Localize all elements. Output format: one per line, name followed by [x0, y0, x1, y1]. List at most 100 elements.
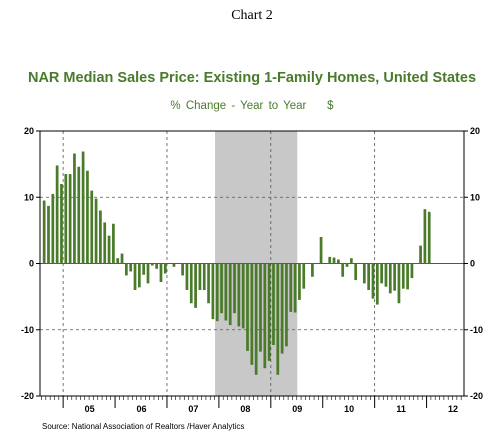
bar	[354, 263, 358, 281]
bar	[107, 235, 111, 264]
bars-layer	[42, 151, 431, 375]
bar	[42, 200, 46, 264]
bar	[81, 151, 85, 264]
x-tick-label: 06	[137, 404, 147, 414]
bar	[241, 263, 245, 329]
bar	[99, 210, 102, 264]
x-tick-label: 11	[396, 404, 406, 414]
bar	[202, 263, 206, 290]
bar	[228, 263, 232, 326]
bar	[267, 263, 271, 361]
bar	[224, 263, 228, 321]
bar	[319, 237, 323, 264]
bar	[332, 257, 336, 264]
bar	[77, 166, 81, 264]
bar	[380, 263, 383, 284]
bar	[410, 263, 414, 279]
bar	[384, 263, 388, 287]
bar	[189, 263, 193, 304]
bar	[172, 263, 176, 267]
bar	[298, 263, 301, 300]
bar	[337, 259, 340, 264]
bar	[272, 263, 275, 345]
bar	[129, 263, 133, 272]
x-tick-label: 09	[292, 404, 302, 414]
bar	[137, 263, 141, 288]
y-tick-label-right: 10	[470, 192, 480, 202]
y-tick-label-right: 20	[470, 126, 480, 136]
subtitle-text: % Change - Year to Year	[170, 100, 307, 112]
bar	[397, 263, 401, 304]
bar	[263, 263, 267, 369]
bar	[302, 263, 306, 289]
bar	[362, 263, 366, 284]
bar	[345, 263, 349, 267]
x-tick-label: 05	[85, 404, 95, 414]
bar	[133, 263, 137, 290]
bar	[185, 263, 189, 290]
y-tick-label-left: 10	[24, 192, 34, 202]
bar	[220, 263, 223, 314]
bar	[393, 263, 396, 291]
bar	[125, 263, 128, 276]
bar	[254, 263, 258, 375]
bar	[142, 263, 146, 275]
bar	[293, 263, 297, 313]
bar	[423, 209, 427, 264]
bar	[155, 263, 159, 269]
bar	[211, 263, 215, 320]
bar	[349, 258, 353, 264]
chart-subtitle: % Change - Year to Year $	[0, 100, 504, 112]
bar	[280, 263, 284, 354]
x-tick-label: 12	[448, 404, 458, 414]
y-tick-label-right: -20	[470, 391, 483, 401]
chart-label: Chart 2	[231, 8, 273, 23]
bar	[246, 263, 249, 351]
bar	[150, 263, 154, 266]
bar	[371, 263, 375, 299]
bar	[64, 174, 68, 264]
bar	[419, 245, 422, 264]
bar	[68, 174, 72, 264]
bar	[233, 263, 236, 314]
bar	[163, 263, 167, 274]
bar	[47, 205, 50, 264]
bar	[375, 263, 379, 305]
tick-labels-layer: 20 20 10 10 0 0 -10 -10 -20 -20 05 06 07 08 09 10 11 12	[21, 126, 483, 414]
y-tick-label-left: -10	[21, 325, 34, 335]
y-tick-label-right: 0	[470, 259, 475, 269]
bar	[341, 263, 345, 277]
bar	[250, 263, 254, 365]
x-tick-label: 08	[240, 404, 250, 414]
bar	[116, 258, 120, 264]
bar	[285, 263, 288, 347]
bar	[311, 263, 314, 277]
bar	[159, 263, 163, 283]
y-tick-label-left: 20	[24, 126, 34, 136]
x-tick-label: 07	[188, 404, 198, 414]
bar	[146, 263, 150, 284]
axes-layer	[36, 130, 468, 408]
bar	[207, 263, 210, 304]
bar	[86, 170, 89, 264]
bar	[427, 211, 431, 264]
bar	[181, 263, 184, 276]
bar	[237, 263, 241, 327]
bar	[94, 198, 98, 264]
unit-label: $	[327, 100, 334, 112]
bar	[289, 263, 293, 312]
bar	[103, 222, 107, 264]
y-tick-label-left: 0	[29, 259, 34, 269]
y-tick-label-right: -10	[470, 325, 483, 335]
bar	[120, 253, 124, 264]
bar	[90, 190, 94, 264]
bar	[112, 223, 115, 264]
y-tick-label-left: -20	[21, 391, 34, 401]
x-tick-label: 10	[344, 404, 354, 414]
bar	[51, 193, 55, 264]
bar	[60, 184, 63, 264]
bar	[259, 263, 262, 352]
bar	[388, 263, 392, 294]
bar	[215, 263, 219, 322]
